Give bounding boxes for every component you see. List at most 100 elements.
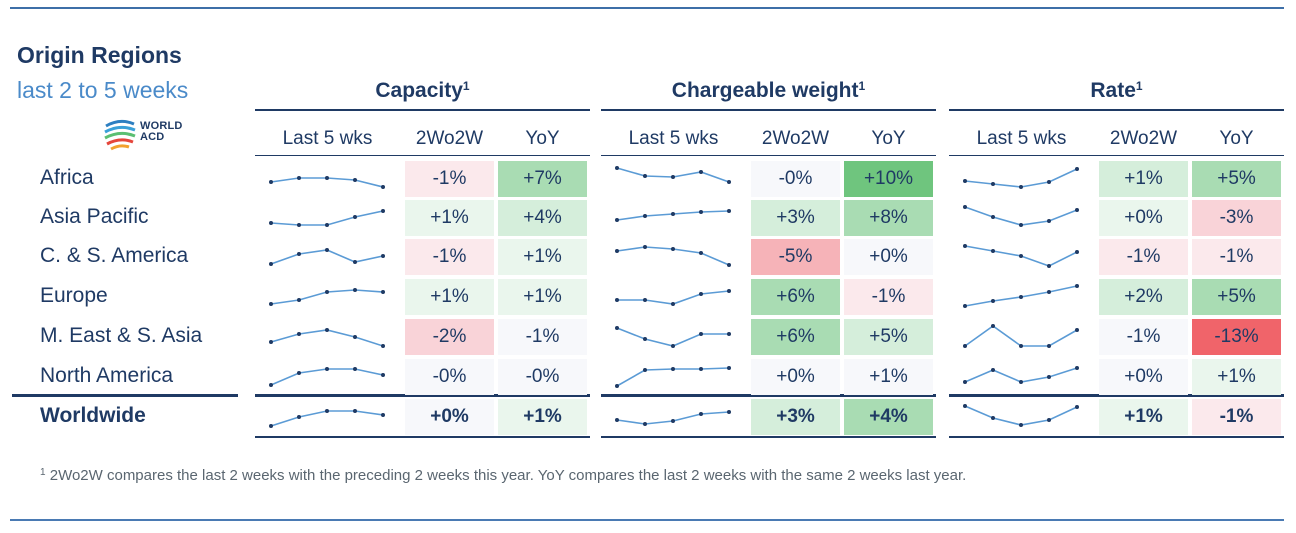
sparkline-point-week-3	[325, 367, 329, 371]
value-cell-capacity-wow: -1%	[405, 239, 494, 275]
sparkline-point-week-2	[297, 252, 301, 256]
sparkline-point-week-1	[615, 218, 619, 222]
value-cell-chargeable_weight-yoy: +8%	[844, 200, 933, 236]
sparkline-rate	[963, 284, 1079, 308]
sparkline-point-week-1	[615, 166, 619, 170]
sparkline-point-week-3	[1019, 223, 1023, 227]
sparkline-point-week-1	[269, 340, 273, 344]
sparkline-point-week-2	[643, 245, 647, 249]
sparkline-chargeable_weight	[615, 326, 731, 348]
sparkline-point-week-2	[297, 415, 301, 419]
sparkline-point-week-4	[699, 292, 703, 296]
sparkline-point-week-1	[963, 380, 967, 384]
sparkline-point-week-2	[991, 368, 995, 372]
column-header-rate-2: YoY	[1219, 128, 1254, 149]
sparkline-capacity	[269, 328, 385, 348]
sparkline-point-week-4	[353, 260, 357, 264]
sparkline-point-week-4	[699, 367, 703, 371]
sparkline-point-week-4	[1047, 290, 1051, 294]
sparkline-point-week-1	[269, 302, 273, 306]
row-label: Africa	[40, 166, 94, 189]
value-cell-capacity-wow: -0%	[405, 359, 494, 395]
value-cell-rate-yoy: -13%	[1192, 319, 1281, 355]
logo-text-world: WORLD	[140, 120, 183, 132]
value-cell-chargeable_weight-yoy: -1%	[844, 279, 933, 315]
sparkline-point-week-3	[325, 409, 329, 413]
value-cell-capacity-yoy: +4%	[498, 200, 587, 236]
sparkline-point-week-4	[1047, 344, 1051, 348]
page-subtitle: last 2 to 5 weeks	[17, 77, 189, 103]
sparkline-point-week-1	[963, 244, 967, 248]
sparkline-point-week-1	[963, 304, 967, 308]
sparkline-point-week-3	[671, 419, 675, 423]
sparkline-point-week-3	[325, 290, 329, 294]
sparkline-point-week-4	[353, 288, 357, 292]
column-header-chargeable_weight-2: YoY	[871, 128, 906, 149]
sparkline-point-week-1	[615, 418, 619, 422]
sparkline-point-week-5	[381, 209, 385, 213]
section-title-label: Chargeable weight	[671, 79, 859, 102]
row-label: North America	[40, 364, 174, 387]
value-cell-chargeable_weight-yoy: +10%	[844, 161, 933, 197]
sparkline-point-week-2	[297, 176, 301, 180]
sparkline-point-week-4	[699, 210, 703, 214]
value-cell-chargeable_weight-wow: +3%	[751, 200, 840, 236]
top-rule	[10, 7, 1284, 9]
sparkline-trend-line	[270, 329, 384, 347]
sparkline-point-week-5	[727, 180, 731, 184]
row-label: M. East & S. Asia	[40, 324, 203, 347]
sparkline-point-week-1	[963, 179, 967, 183]
sparkline-point-week-2	[991, 249, 995, 253]
sparkline-trend-line	[270, 368, 384, 386]
sparkline-trend-line	[270, 249, 384, 265]
sparkline-trend-line	[964, 206, 1078, 226]
value-cell-rate-yoy: -3%	[1192, 200, 1281, 236]
sparkline-point-week-1	[269, 221, 273, 225]
value-cell-rate-yoy: +5%	[1192, 279, 1281, 315]
sparkline-point-week-3	[671, 212, 675, 216]
sparkline-point-week-5	[381, 373, 385, 377]
sparkline-point-week-2	[991, 324, 995, 328]
value-cell-capacity-wow: +1%	[405, 200, 494, 236]
sparkline-point-week-5	[1075, 250, 1079, 254]
sparkline-capacity	[269, 409, 385, 428]
value-cell-rate-yoy: -1%	[1192, 239, 1281, 275]
sparkline-point-week-2	[643, 214, 647, 218]
sparkline-trend-line	[964, 367, 1078, 383]
sparkline-point-week-1	[269, 383, 273, 387]
column-header-rate-0: Last 5 wks	[976, 128, 1067, 149]
section-title-label: Capacity	[375, 79, 463, 102]
column-header-chargeable_weight-1: 2Wo2W	[761, 128, 830, 149]
sparkline-point-week-3	[671, 175, 675, 179]
sparkline-point-week-5	[381, 413, 385, 417]
sparkline-point-week-3	[325, 176, 329, 180]
sparkline-trend-line	[270, 210, 384, 226]
sparkline-point-week-3	[1019, 254, 1023, 258]
sparkline-point-week-2	[643, 174, 647, 178]
footnote: 1 2Wo2W compares the last 2 weeks with t…	[40, 467, 966, 484]
column-header-capacity-2: YoY	[525, 128, 560, 149]
sparkline-chargeable_weight	[615, 289, 731, 306]
value-cell-rate-wow: +2%	[1099, 279, 1188, 315]
sparkline-point-week-3	[325, 248, 329, 252]
sparkline-trend-line	[964, 168, 1078, 188]
sparkline-point-week-4	[699, 332, 703, 336]
value-cell-capacity-yoy: +1%	[498, 279, 587, 315]
sparkline-point-week-3	[1019, 423, 1023, 427]
sparkline-capacity	[269, 176, 385, 189]
sparkline-capacity	[269, 288, 385, 306]
sparkline-point-week-2	[297, 298, 301, 302]
sparkline-point-week-3	[325, 223, 329, 227]
sparkline-point-week-5	[1075, 405, 1079, 409]
sparkline-point-week-4	[699, 412, 703, 416]
value-cell-rate-wow: +0%	[1099, 200, 1188, 236]
sparkline-point-week-3	[671, 367, 675, 371]
sparkline-point-week-4	[1047, 264, 1051, 268]
sparkline-trend-line	[964, 405, 1078, 426]
sparkline-point-week-4	[1047, 418, 1051, 422]
sparkline-chargeable_weight	[615, 209, 731, 222]
sparkline-point-week-1	[615, 249, 619, 253]
sparkline-point-week-5	[1075, 167, 1079, 171]
sparkline-point-week-2	[991, 182, 995, 186]
sparkline-point-week-4	[353, 367, 357, 371]
